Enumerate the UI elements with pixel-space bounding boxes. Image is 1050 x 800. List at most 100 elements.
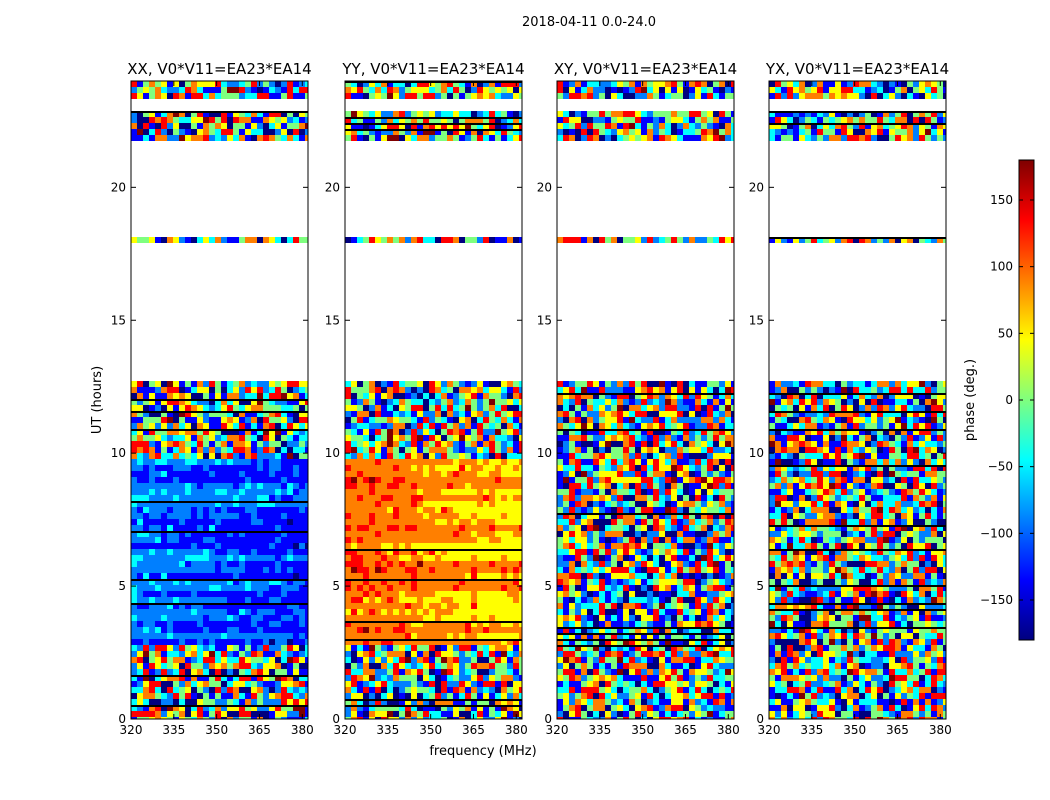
heatmap-cell: [617, 429, 623, 435]
heatmap-cell: [441, 555, 447, 561]
heatmap-cell: [557, 471, 563, 477]
heatmap-cell: [263, 519, 269, 525]
heatmap-cell: [299, 651, 305, 657]
heatmap-cell: [185, 405, 191, 411]
heatmap-cell: [453, 549, 459, 555]
heatmap-cell: [519, 555, 522, 561]
heatmap-cell: [477, 519, 483, 525]
heatmap-cell: [203, 447, 209, 453]
heatmap-cell: [507, 135, 513, 141]
heatmap-cell: [587, 477, 593, 483]
heatmap-cell: [143, 627, 149, 633]
heatmap-cell: [363, 111, 369, 117]
heatmap-cell: [653, 417, 659, 423]
heatmap-cell: [167, 489, 173, 495]
heatmap-cell: [137, 477, 143, 483]
heatmap-cell: [179, 681, 185, 687]
heatmap-cell: [375, 525, 381, 531]
heatmap-cell: [345, 555, 351, 561]
heatmap-cell: [191, 603, 197, 609]
heatmap-cell: [513, 483, 519, 489]
heatmap-cell: [557, 111, 563, 117]
heatmap-cell: [477, 555, 483, 561]
heatmap-cell: [423, 615, 429, 621]
heatmap-cell: [215, 579, 221, 585]
heatmap-cell: [381, 513, 387, 519]
heatmap-cell: [375, 513, 381, 519]
heatmap-cell: [275, 117, 281, 123]
heatmap-cell: [519, 711, 522, 717]
heatmap-cell: [239, 681, 245, 687]
heatmap-cell: [375, 237, 381, 243]
heatmap-cell: [557, 435, 563, 441]
heatmap-cell: [605, 435, 611, 441]
heatmap-cell: [185, 645, 191, 651]
heatmap-cell: [495, 405, 501, 411]
heatmap-cell: [659, 489, 665, 495]
heatmap-cell: [351, 699, 357, 705]
heatmap-cell: [399, 93, 405, 99]
heatmap-cell: [209, 639, 215, 645]
heatmap-cell: [269, 501, 275, 507]
heatmap-cell: [143, 579, 149, 585]
heatmap-cell: [167, 237, 173, 243]
heatmap-cell: [149, 651, 155, 657]
heatmap-cell: [447, 675, 453, 681]
heatmap-cell: [441, 633, 447, 639]
heatmap-cell: [197, 117, 203, 123]
heatmap-cell: [647, 429, 653, 435]
heatmap-cell: [281, 447, 287, 453]
heatmap-cell: [269, 459, 275, 465]
heatmap-cell: [351, 681, 357, 687]
heatmap-cell: [227, 471, 233, 477]
heatmap-cell: [653, 111, 659, 117]
heatmap-cell: [713, 405, 719, 411]
heatmap-cell: [269, 399, 275, 405]
heatmap-cell: [569, 411, 575, 417]
heatmap-cell: [477, 459, 483, 465]
heatmap-cell: [423, 573, 429, 579]
heatmap-cell: [417, 393, 423, 399]
heatmap-cell: [495, 657, 501, 663]
heatmap-cell: [653, 405, 659, 411]
heatmap-cell: [399, 543, 405, 549]
heatmap-cell: [611, 393, 617, 399]
heatmap-cell: [381, 507, 387, 513]
heatmap-cell: [677, 507, 683, 513]
heatmap-cell: [155, 687, 161, 693]
heatmap-cell: [671, 81, 677, 87]
heatmap-cell: [435, 705, 441, 711]
heatmap-cell: [653, 411, 659, 417]
heatmap-cell: [587, 495, 593, 501]
heatmap-cell: [483, 549, 489, 555]
heatmap-cell: [465, 651, 471, 657]
heatmap-cell: [623, 381, 629, 387]
heatmap-cell: [495, 423, 501, 429]
heatmap-cell: [149, 135, 155, 141]
heatmap-cell: [299, 135, 305, 141]
heatmap-cell: [689, 117, 695, 123]
heatmap-cell: [405, 705, 411, 711]
heatmap-cell: [245, 111, 251, 117]
heatmap-cell: [435, 495, 441, 501]
heatmap-cell: [575, 405, 581, 411]
heatmap-cell: [185, 429, 191, 435]
heatmap-cell: [131, 453, 137, 459]
heatmap-cell: [695, 447, 701, 453]
heatmap-cell: [173, 459, 179, 465]
heatmap-cell: [149, 495, 155, 501]
heatmap-cell: [471, 699, 477, 705]
heatmap-cell: [149, 111, 155, 117]
heatmap-cell: [501, 531, 507, 537]
heatmap-cell: [167, 387, 173, 393]
heatmap-cell: [251, 93, 257, 99]
heatmap-cell: [239, 381, 245, 387]
heatmap-cell: [519, 669, 522, 675]
heatmap-cell: [287, 123, 293, 129]
heatmap-cell: [221, 531, 227, 537]
heatmap-cell: [453, 441, 459, 447]
heatmap-cell: [257, 573, 263, 579]
heatmap-cell: [287, 483, 293, 489]
heatmap-cell: [671, 423, 677, 429]
heatmap-cell: [239, 495, 245, 501]
